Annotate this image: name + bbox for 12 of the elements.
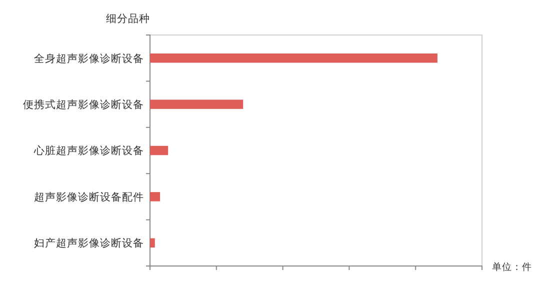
y-tick-label: 妇产超声影像诊断设备 <box>34 236 144 250</box>
bar <box>150 192 160 202</box>
y-tick-label: 心脏超声影像诊断设备 <box>33 144 144 158</box>
text: 单位：件 <box>492 261 532 273</box>
y-tick-label: 便携式超声影像诊断设备 <box>23 98 144 111</box>
y-tick-label: 超声影像诊断设备配件 <box>34 190 144 204</box>
bar <box>150 238 155 248</box>
y-tick-label: 全身超声影像诊断设备 <box>34 52 144 65</box>
y-axis-title: 细分品种 <box>106 12 150 25</box>
bar <box>150 53 438 63</box>
bar <box>150 100 244 109</box>
bar <box>150 146 168 156</box>
